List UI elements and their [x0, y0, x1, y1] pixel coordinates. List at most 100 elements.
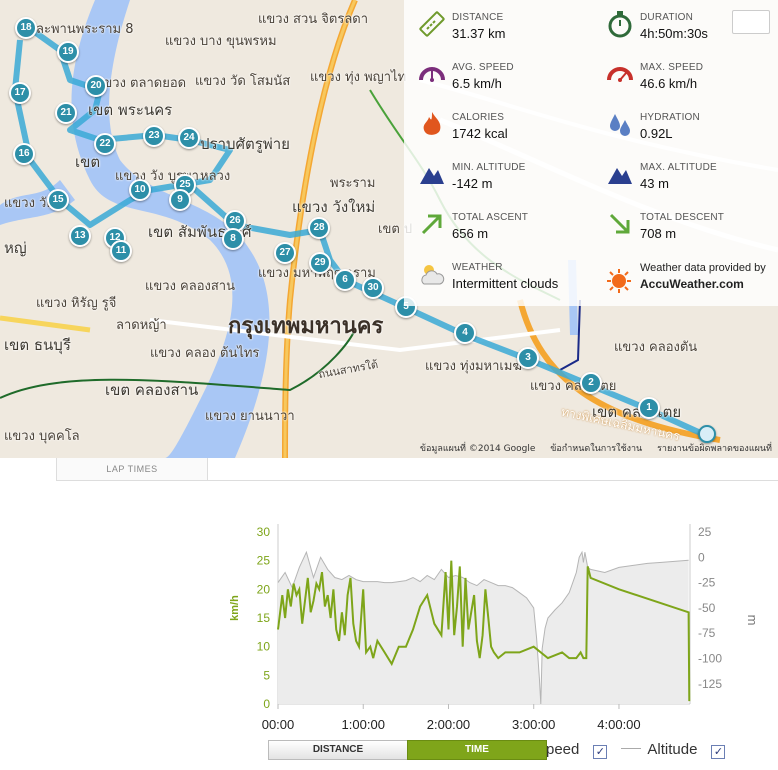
route-marker[interactable]: 6	[334, 269, 356, 291]
map-label: เขต พระนคร	[88, 101, 173, 119]
left-tick-label: 10	[257, 640, 271, 654]
map-label: ปราบศัตรูพ่าย	[200, 135, 290, 153]
map-label: กรุงเทพมหานคร	[228, 314, 384, 339]
route-marker[interactable]: 4	[454, 322, 476, 344]
route-marker[interactable]: 8	[222, 228, 244, 250]
attribution-report-link[interactable]: รายงานข้อผิดพลาดของแผนที่	[657, 444, 772, 454]
route-marker[interactable]: 19	[57, 41, 79, 63]
stat-duration: DURATION 4h:50m:30s	[592, 0, 772, 48]
route-marker[interactable]: 18	[15, 17, 37, 39]
attribution-terms-link[interactable]: ข้อกำหนดในการใช้งาน	[550, 444, 643, 454]
mode-distance-button[interactable]: DISTANCE	[268, 740, 408, 760]
tab-lap-times[interactable]: LAP TIMES	[56, 458, 208, 481]
route-marker[interactable]: 10	[129, 179, 151, 201]
route-marker[interactable]: 9	[169, 189, 191, 211]
stat-label: TOTAL ASCENT	[452, 212, 529, 223]
map-label: ละพานพระราม 8	[36, 22, 134, 37]
x-tick-label: 3:00:00	[512, 717, 555, 732]
map-label: เขต	[75, 153, 101, 171]
map-fullscreen-toggle[interactable]	[732, 10, 770, 34]
map-label: แขวง ยานนาวา	[205, 409, 295, 424]
left-axis-ticks: 0 5 10 15 20 25 30	[257, 525, 271, 711]
route-marker[interactable]: 13	[69, 225, 91, 247]
map-label: หลวง	[200, 169, 231, 184]
mountain-icon	[608, 168, 632, 184]
stat-label: DURATION	[640, 12, 694, 23]
route-marker[interactable]: 11	[110, 240, 132, 262]
map-label: หญ่	[4, 239, 27, 257]
map-label: พระราม	[330, 176, 376, 191]
stopwatch-icon	[608, 11, 632, 38]
arrow-up-right-icon	[421, 214, 442, 235]
water-drops-icon	[610, 114, 630, 136]
right-tick-label: 0	[698, 550, 705, 564]
stat-label: MIN. ALTITUDE	[452, 162, 526, 173]
legend-speed-checkbox[interactable]: ✓	[593, 745, 608, 759]
stat-label: TOTAL DESCENT	[640, 212, 725, 223]
route-marker[interactable]: 16	[13, 143, 35, 165]
stat-label: MAX. ALTITUDE	[640, 162, 717, 173]
route-marker[interactable]: 17	[9, 82, 31, 104]
stats-panel: DISTANCE 31.37 km DURATION 4h:50m:30s AV…	[404, 0, 778, 306]
map-label: แขวง คลองเตย	[530, 379, 617, 394]
stat-value: 4h:50m:30s	[640, 26, 708, 41]
legend-altitude-label: Altitude	[647, 741, 698, 758]
left-tick-label: 30	[257, 525, 271, 539]
stat-weather: WEATHER Intermittent clouds	[404, 250, 584, 298]
route-marker[interactable]: 2	[580, 372, 602, 394]
stat-value: 656 m	[452, 226, 489, 241]
provider-name[interactable]: AccuWeather.com	[640, 277, 744, 291]
left-tick-label: 0	[263, 697, 270, 711]
map-label: แขวง ทุ่ง พญาไท	[310, 70, 407, 85]
stat-calories: CALORIES 1742 kcal	[404, 100, 584, 148]
stat-max-altitude: MAX. ALTITUDE 43 m	[592, 150, 772, 198]
x-axis-ticks: 00:00 1:00:00 2:00:00 3:00:00 4:00:00	[262, 704, 641, 732]
stat-value: 43 m	[640, 176, 669, 191]
x-tick-label: 00:00	[262, 717, 295, 732]
route-marker[interactable]: 29	[309, 252, 331, 274]
route-marker[interactable]: 27	[274, 242, 296, 264]
route-marker[interactable]: 20	[85, 75, 107, 97]
stat-label: MAX. SPEED	[640, 62, 704, 73]
ruler-icon	[419, 11, 445, 37]
stat-value: 6.5 km/h	[452, 76, 502, 91]
speedometer-max-icon	[607, 67, 633, 82]
route-marker[interactable]: 3	[517, 347, 539, 369]
right-axis-label: m	[745, 615, 760, 626]
stat-label: DISTANCE	[452, 12, 504, 23]
left-tick-label: 25	[257, 554, 271, 568]
mode-time-button[interactable]: TIME	[407, 740, 547, 760]
route-marker[interactable]: 23	[143, 125, 165, 147]
legend-speed-label: peed	[546, 741, 580, 758]
speedometer-icon	[419, 67, 445, 82]
flame-icon	[423, 112, 441, 135]
provider-label: Weather data provided by	[640, 262, 766, 274]
right-tick-label: -75	[698, 626, 716, 640]
legend-altitude-swatch	[621, 748, 642, 749]
weather-provider[interactable]: Weather data provided by AccuWeather.com	[640, 262, 766, 291]
route-marker[interactable]: 22	[94, 133, 116, 155]
altitude-line	[277, 550, 689, 705]
stat-total-ascent: TOTAL ASCENT 656 m	[404, 200, 584, 248]
accuweather-sun-icon	[607, 269, 631, 293]
speed-altitude-chart: 0 5 10 15 20 25 30 -125 -100 -75 -50 -25 0 25 00:00 1…	[229, 524, 760, 732]
left-tick-label: 15	[257, 611, 271, 625]
stat-hydration: HYDRATION 0.92L	[592, 100, 772, 148]
map-label: แขวง บาง ขุนพรหม	[165, 34, 277, 49]
right-tick-label: -100	[698, 651, 722, 665]
stat-avg-speed: AVG. SPEED 6.5 km/h	[404, 50, 584, 98]
route-end-marker[interactable]	[698, 425, 716, 443]
route-marker[interactable]: 24	[178, 127, 200, 149]
legend-altitude-checkbox[interactable]: ✓	[711, 745, 726, 759]
route-marker[interactable]: 1	[638, 397, 660, 419]
route-marker[interactable]: 30	[362, 277, 384, 299]
mountain-icon	[420, 168, 444, 184]
route-map[interactable]: ละพานพระราม 8 แขวง สวน จิตรลดา แขวง บาง …	[0, 0, 778, 458]
route-marker[interactable]: 15	[47, 189, 69, 211]
route-marker[interactable]: 21	[55, 102, 77, 124]
right-tick-label: -25	[698, 576, 716, 590]
tab-divider	[206, 480, 778, 481]
stat-label: AVG. SPEED	[452, 62, 514, 73]
stat-label: HYDRATION	[640, 112, 700, 123]
route-marker[interactable]: 28	[308, 217, 330, 239]
